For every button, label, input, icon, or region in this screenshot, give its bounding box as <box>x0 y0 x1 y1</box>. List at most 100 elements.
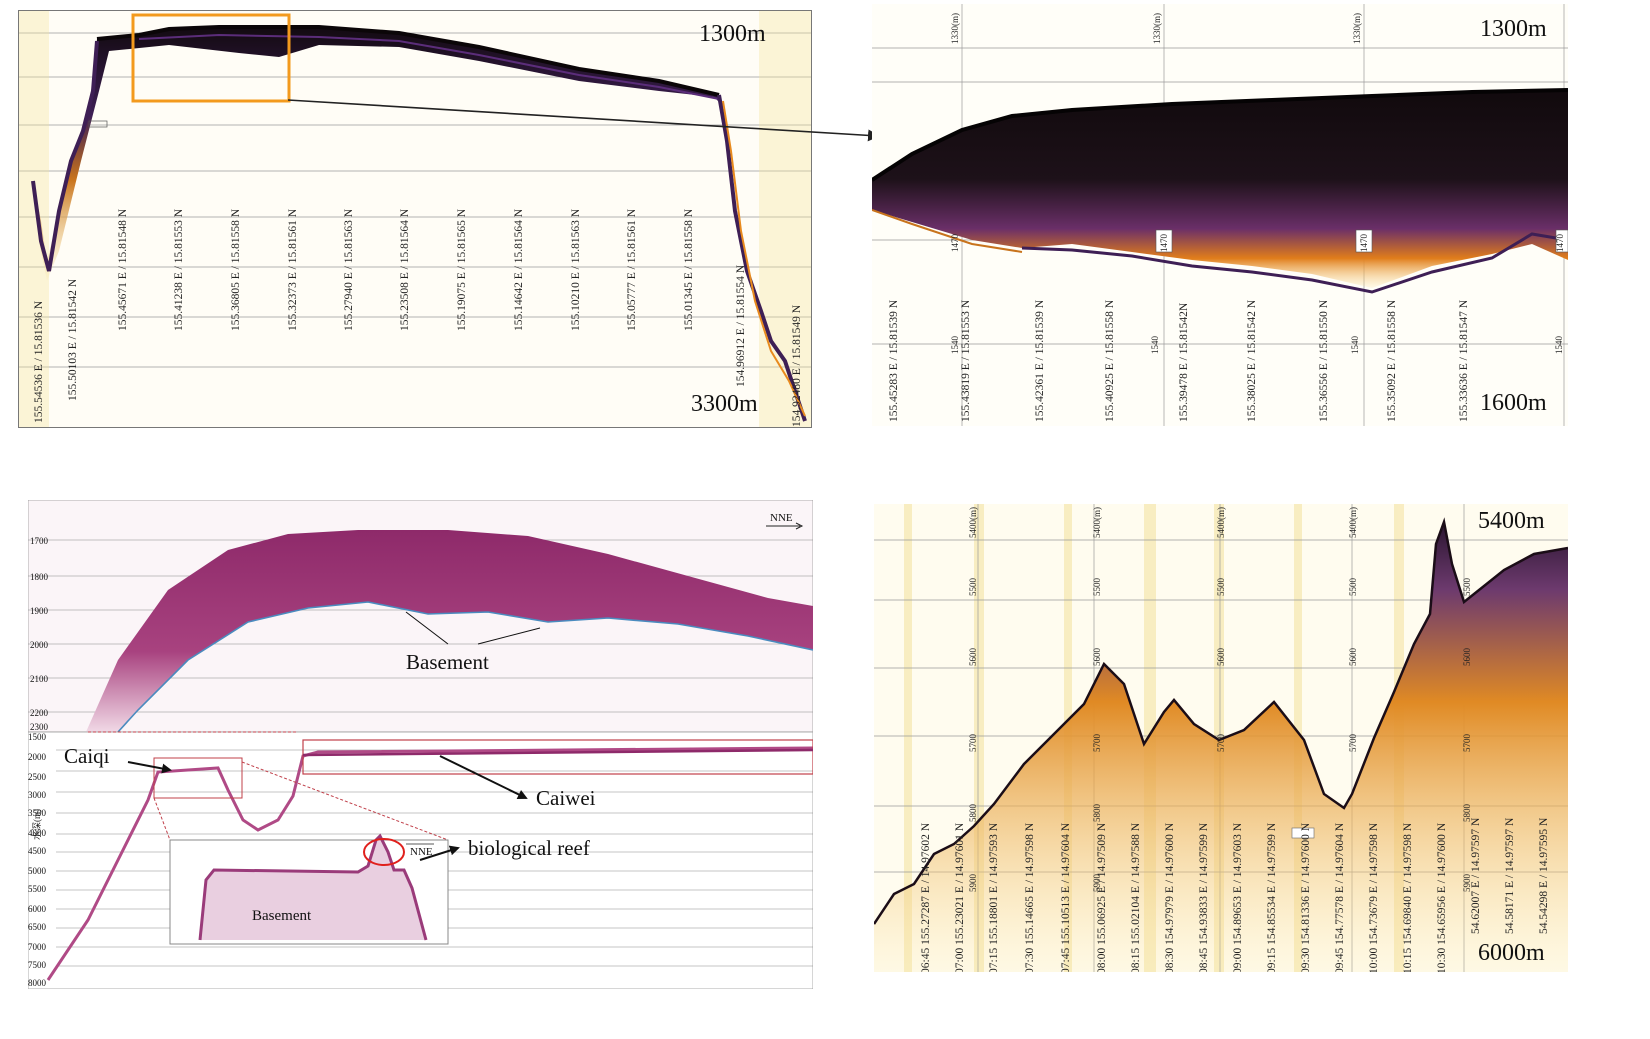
panel-b-coord: 155.33636 E / 15.81547 N <box>1458 299 1470 422</box>
panel-b-coord: 155.43819 E / 15.81553 N <box>960 299 972 422</box>
panel-b-coord: 155.42361 E / 15.81539 N <box>1034 299 1046 422</box>
panel-c-upper-tick: 1900 <box>30 606 48 616</box>
panel-c-ytick: 2500 <box>28 772 46 782</box>
panel-c-profile-svg <box>28 500 813 989</box>
panel-c-basement-inset: Basement <box>252 908 312 924</box>
panel-b-scale-mid: 1470 <box>1359 234 1369 252</box>
panel-d-coord: 10:30 154.65956 E / 14.97600 N <box>1436 822 1448 972</box>
panel-c-ytick: 7000 <box>28 942 46 952</box>
panel-b-coord: 155.45283 E / 15.81539 N <box>888 299 900 422</box>
panel-c-ytick: 7500 <box>28 960 46 970</box>
panel-c-reef-label: biological reef <box>468 836 590 860</box>
panel-b-sediment <box>872 90 1568 288</box>
panel-c-upper-sediment <box>86 530 813 732</box>
panel-d-scale-5500: 5500 <box>1348 578 1358 596</box>
panel-c-ytick: 2000 <box>28 752 46 762</box>
panel-d-scale-5700: 5700 <box>1216 734 1226 752</box>
panel-b-coord: 155.39478 E / 15.81542N <box>1178 302 1190 422</box>
reef-circle <box>363 838 405 866</box>
panel-d-coord: 10:00 154.73679 E / 14.97598 N <box>1368 822 1380 972</box>
panel-c-ytick: 3000 <box>28 790 46 800</box>
profile-panel-a: 1300m 3300m 155.54536 E / 15.81536 N 155… <box>18 10 812 428</box>
panel-a-depth-bottom: 3300m <box>691 391 758 417</box>
panel-d-scale-5900: 5900 <box>968 874 978 892</box>
zoom-highlight-box <box>131 13 291 103</box>
panel-d-scale-5500: 5500 <box>968 578 978 596</box>
panel-d-coord: 07:45 155.10513 E / 14.97604 N <box>1060 822 1072 972</box>
panel-c-caiqi-label: Caiqi <box>64 744 110 768</box>
panel-c-caiwei-label: Caiwei <box>536 786 596 810</box>
panel-d-coord: 10:15 154.69840 E / 14.97598 N <box>1402 822 1414 972</box>
panel-a-depth-top: 1300m <box>699 21 766 47</box>
panel-d-coord: 08:45 154.93833 E / 14.97599 N <box>1198 822 1210 972</box>
panel-b-scale-low: 1540 <box>1350 336 1360 354</box>
panel-b-coord: 155.36556 E / 15.81550 N <box>1318 299 1330 422</box>
panel-b-profile-svg <box>872 4 1568 426</box>
panel-b-scale-top: 1330(m) <box>1352 13 1362 44</box>
panel-d-scale-5800: 5800 <box>968 804 978 822</box>
panel-c-ytick: 6500 <box>28 922 46 932</box>
panel-d-scale-5700: 5700 <box>1092 734 1102 752</box>
panel-d-coord: 54.62007 E / 14.97597 N <box>1470 817 1482 934</box>
profile-panel-c: NNE Basement Caiqi Caiwei biological ree… <box>28 500 813 989</box>
panel-b-scale-mid: 1470 <box>1555 234 1565 252</box>
panel-b-depth-top: 1300m <box>1480 16 1547 42</box>
panel-d-scale-5700: 5700 <box>968 734 978 752</box>
panel-a-seabed <box>33 27 724 281</box>
panel-d-coord: 06:45 155.27287 E / 14.97602 N <box>920 822 932 972</box>
panel-c-ytick: 5500 <box>28 884 46 894</box>
panel-d-scale-5600: 5600 <box>968 648 978 666</box>
panel-c-upper-tick: 2100 <box>30 674 48 684</box>
panel-b-coord: 155.35092 E / 15.81558 N <box>1386 299 1398 422</box>
panel-b-scale-top: 1330(m) <box>1152 13 1162 44</box>
panel-c-ytick: 4500 <box>28 846 46 856</box>
profile-panel-d: 5400m 6000m 5400(m) 5400(m) 5400(m) 5400… <box>874 504 1568 972</box>
panel-b-depth-bottom: 1600m <box>1480 390 1547 416</box>
panel-d-coord: 09:00 154.89653 E / 14.97603 N <box>1232 822 1244 972</box>
panel-b-coord: 155.40925 E / 15.81558 N <box>1104 299 1116 422</box>
panel-d-coord: 54.54298 E / 14.97595 N <box>1538 817 1550 934</box>
panel-c-nne-inset: NNE <box>410 846 433 858</box>
panel-c-upper-tick: 2000 <box>30 640 48 650</box>
panel-b-scale-low: 1540 <box>950 336 960 354</box>
panel-d-coord: 54.58171 E / 14.97597 N <box>1504 817 1516 934</box>
panel-d-coord: 08:30 154.97979 E / 14.97600 N <box>1164 822 1176 972</box>
panel-c-upper-tick: 1700 <box>30 536 48 546</box>
panel-d-scale-top: 5400(m) <box>968 507 978 538</box>
panel-b-scale-mid: 1470 <box>1159 234 1169 252</box>
panel-d-depth-bottom: 6000m <box>1478 940 1545 966</box>
panel-c-nne-top: NNE <box>770 512 793 524</box>
panel-d-scale-5500: 5500 <box>1462 578 1472 596</box>
panel-c-upper-tick: 2200 <box>30 708 48 718</box>
panel-d-coord: 09:15 154.85534 E / 14.97599 N <box>1266 822 1278 972</box>
panel-c-ytick: 4000 <box>28 828 46 838</box>
panel-d-scale-5600: 5600 <box>1348 648 1358 666</box>
panel-d-scale-5500: 5500 <box>1092 578 1102 596</box>
panel-c-ytick: 1500 <box>28 732 46 742</box>
panel-a-profile-svg <box>19 11 811 427</box>
panel-d-scale-5600: 5600 <box>1092 648 1102 666</box>
panel-d-scale-top: 5400(m) <box>1092 507 1102 538</box>
panel-b-scale-low: 1540 <box>1150 336 1160 354</box>
panel-d-depth-top: 5400m <box>1478 508 1545 534</box>
panel-d-scale-5800: 5800 <box>1092 804 1102 822</box>
panel-c-ytick: 3500 <box>28 808 46 818</box>
panel-c-ytick: 6000 <box>28 904 46 914</box>
panel-c-upper-tick: 2300 <box>30 722 48 732</box>
panel-d-coord: 07:00 155.23021 E / 14.97601 N <box>954 822 966 972</box>
panel-b-scale-top: 1330(m) <box>950 13 960 44</box>
panel-c-ytick: 5000 <box>28 866 46 876</box>
panel-d-scale-5500: 5500 <box>1216 578 1226 596</box>
panel-d-coord: 09:45 154.77578 E / 14.97604 N <box>1334 822 1346 972</box>
panel-d-scale-5600: 5600 <box>1462 648 1472 666</box>
panel-b-coord: 155.38025 E / 15.81542 N <box>1246 299 1258 422</box>
panel-d-scale-5600: 5600 <box>1216 648 1226 666</box>
panel-d-scale-5700: 5700 <box>1348 734 1358 752</box>
panel-d-scale-top: 5400(m) <box>1216 507 1226 538</box>
panel-d-seafloor <box>874 522 1568 972</box>
panel-c-upper-tick: 1800 <box>30 572 48 582</box>
panel-d-profile-svg <box>874 504 1568 972</box>
panel-d-coord: 07:15 155.18801 E / 14.97593 N <box>988 822 1000 972</box>
panel-b-scale-mid: 1470 <box>950 234 960 252</box>
